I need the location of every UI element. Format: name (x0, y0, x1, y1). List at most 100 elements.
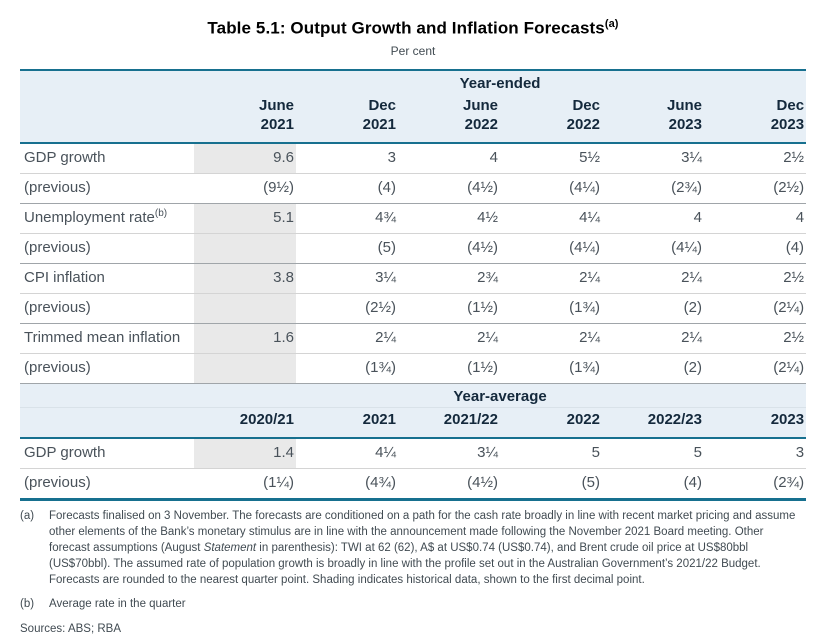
row-label: GDP growth (24, 148, 106, 166)
data-cell: (4¼) (602, 232, 704, 264)
column-header: 2022 (500, 407, 602, 439)
data-cell: (1½) (398, 352, 500, 384)
data-cell: 4¾ (296, 202, 398, 234)
data-cell: 3 (387, 148, 396, 166)
data-cell: 2¼ (500, 322, 602, 354)
data-cell: (4) (296, 172, 398, 204)
data-cell-historical (194, 352, 296, 384)
footnote-a-part1: Forecasts finalised on 3 November. The f… (49, 509, 796, 554)
column-header: 2021/22 (398, 407, 500, 439)
data-cell: 2¼ (398, 322, 500, 354)
row-label: GDP growth (24, 443, 106, 461)
table-row-gdp-growth: GDP growth 9.6 3 4 5½ 3¼ 2½ (20, 142, 806, 174)
column-header: Dec 2023 (704, 93, 807, 144)
column-header: Dec 2021 (296, 93, 398, 144)
year-average-column-headers: 2020/21 2021 2021/22 2022 2022/23 2023 (20, 407, 807, 439)
table-row-unemployment-previous: (previous) (5) (4½) (4¼) (4¼) (4) (20, 232, 807, 264)
data-cell: (2¼) (704, 352, 807, 384)
data-cell: 4¼ (500, 202, 602, 234)
data-cell-historical: 9.6 (194, 142, 296, 174)
footnote-text: Average rate in the quarter (49, 597, 186, 610)
data-cell: (1¾) (500, 292, 602, 324)
row-label: (previous) (20, 352, 194, 384)
footnote-ref-a: (a) (604, 18, 619, 30)
empty-header-cell (20, 407, 194, 439)
page-title-text: Table 5.1: Output Growth and Inflation F… (207, 18, 605, 38)
data-cell: (2½) (704, 172, 807, 204)
column-header: 2023 (704, 407, 807, 439)
data-cell: 2¼ (602, 322, 704, 354)
section-label-year-average: Year-average (194, 382, 807, 408)
data-cell: (4¼) (500, 172, 602, 204)
data-cell: (2) (602, 352, 704, 384)
data-cell: (2) (602, 292, 704, 324)
table-row-cpi-inflation: CPI inflation 3.8 3¼ 2¾ 2¼ 2¼ 2½ (20, 262, 807, 294)
footnote-b: (b) Average rate in the quarter (20, 596, 806, 612)
row-label: (previous) (20, 292, 194, 324)
column-header: June 2022 (398, 93, 500, 144)
data-cell: 3¼ (477, 443, 498, 461)
sources-line: Sources: ABS; RBA (20, 622, 121, 635)
data-cell: 4¼ (375, 443, 396, 461)
column-header: 2021 (296, 407, 398, 439)
footnotes: (a) Forecasts finalised on 3 November. T… (20, 508, 806, 635)
data-cell-historical: 5.1 (194, 202, 296, 234)
data-cell: 3 (795, 443, 805, 461)
table-row-gdp-previous: (previous) (9½) (4) (4½) (4¼) (2¾) (2½) (20, 172, 807, 204)
data-cell: 4 (602, 202, 704, 234)
data-cell: 4 (489, 148, 498, 166)
empty-header-cell (20, 93, 194, 144)
footnote-text: Forecasts finalised on 3 November. The f… (49, 508, 806, 588)
data-cell-historical: 3.8 (194, 262, 296, 294)
data-cell: 2¼ (500, 262, 602, 294)
row-label: CPI inflation (20, 262, 194, 294)
data-cell: (1¼) (194, 467, 296, 501)
forecast-table: Year-ended June 2021 Dec 2021 June 2022 … (20, 68, 807, 501)
data-cell: 2¼ (602, 262, 704, 294)
row-label: (previous) (20, 172, 194, 204)
footnote-marker: (a) (20, 509, 35, 522)
footnote-a: (a) Forecasts finalised on 3 November. T… (20, 508, 806, 588)
data-cell-historical: 1.6 (194, 322, 296, 354)
footnote-marker: (b) (20, 597, 35, 610)
row-label-text: Unemployment rate (24, 208, 155, 226)
column-header: June 2021 (194, 93, 296, 144)
band-spacer (20, 382, 194, 408)
data-cell: (2½) (296, 292, 398, 324)
data-cell: (5) (500, 467, 602, 501)
page-title: Table 5.1: Output Growth and Inflation F… (20, 18, 806, 39)
data-cell: 2½ (704, 322, 807, 354)
data-cell: 5½ (579, 148, 600, 166)
row-label: Unemployment rate(b) (20, 202, 194, 234)
table-row-cpi-previous: (previous) (2½) (1½) (1¾) (2) (2¼) (20, 292, 807, 324)
data-cell: 3¼ (296, 262, 398, 294)
column-header: 2020/21 (194, 407, 296, 439)
section-band-year-ended: Year-ended (20, 68, 807, 94)
year-ended-column-headers: June 2021 Dec 2021 June 2022 Dec 2022 Ju… (20, 93, 807, 144)
column-header: 2022/23 (602, 407, 704, 439)
data-cell: (2¼) (704, 292, 807, 324)
data-cell: 4½ (398, 202, 500, 234)
data-cell-historical (194, 232, 296, 264)
data-cell-historical: 1.4 (194, 437, 296, 469)
data-cell: (4½) (398, 467, 500, 501)
table-row-unemployment-rate: Unemployment rate(b) 5.1 4¾ 4½ 4¼ 4 4 (20, 202, 807, 234)
data-cell: 3¼ (681, 148, 702, 166)
data-cell: (1¾) (296, 352, 398, 384)
section-band-year-average: Year-average (20, 382, 807, 408)
data-cell: (9½) (194, 172, 296, 204)
row-label: (previous) (20, 232, 194, 264)
table-row-trimmed-mean-inflation: Trimmed mean inflation 1.6 2¼ 2¼ 2¼ 2¼ 2… (20, 322, 807, 354)
footnote-a-italic: Statement (203, 541, 257, 554)
band-spacer (20, 68, 194, 94)
data-cell-historical (194, 292, 296, 324)
data-cell: (4¾) (296, 467, 398, 501)
data-cell: (4¼) (500, 232, 602, 264)
data-cell: (2¾) (704, 467, 807, 501)
data-cell: 5 (591, 443, 600, 461)
table-row-gdp-growth-average: GDP growth 1.4 4¼ 3¼ 5 5 3 (20, 437, 806, 469)
page-subtitle: Per cent (390, 43, 436, 58)
data-cell: (1½) (398, 292, 500, 324)
section-label-year-ended: Year-ended (194, 68, 807, 94)
data-cell: 2½ (704, 262, 807, 294)
